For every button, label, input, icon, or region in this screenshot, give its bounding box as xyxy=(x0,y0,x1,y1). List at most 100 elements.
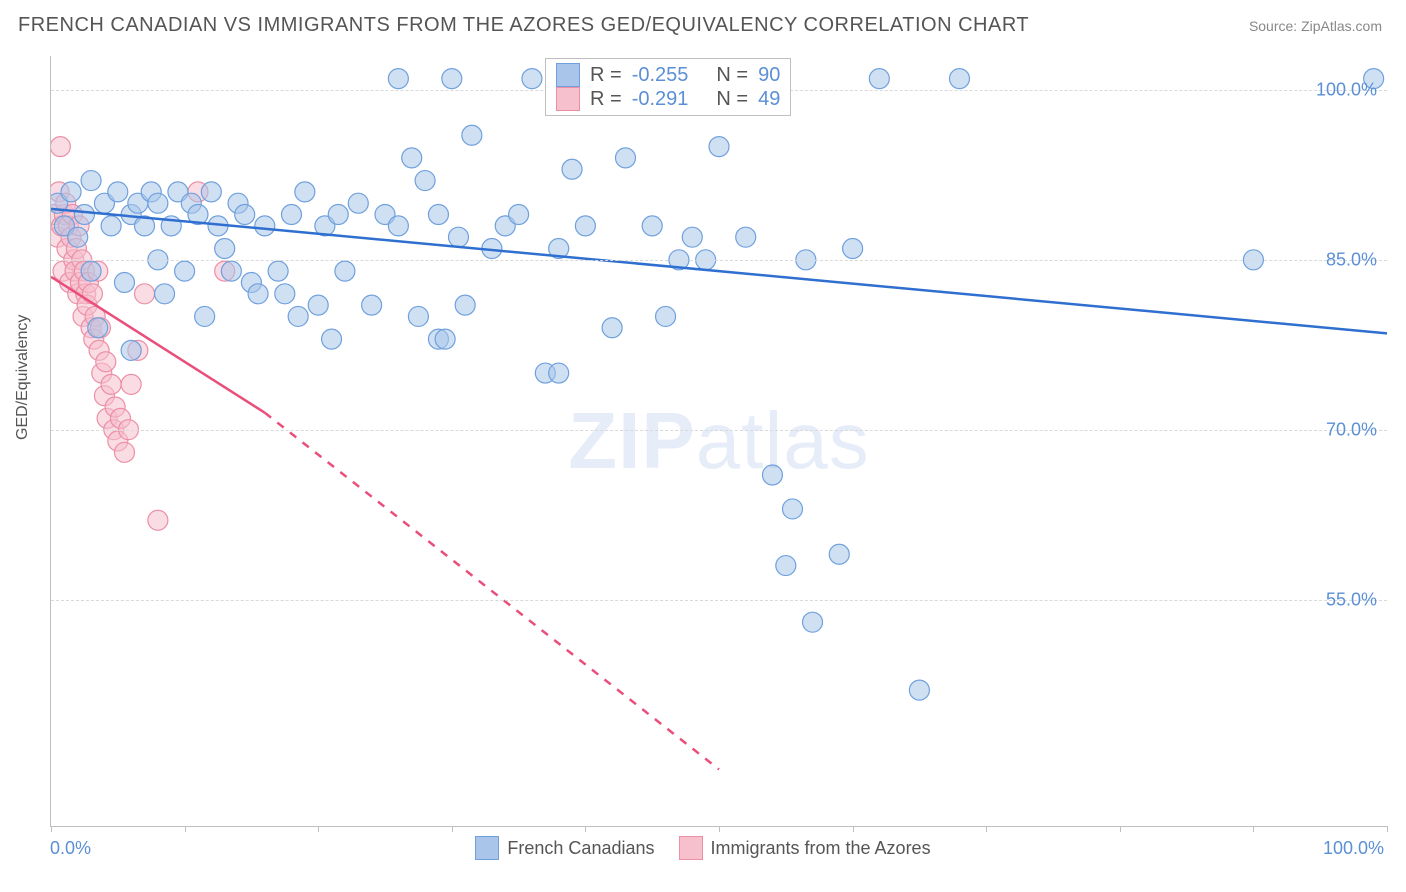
plot-area: ZIPatlas 55.0%70.0%85.0%100.0% xyxy=(50,56,1387,827)
legend: French Canadians Immigrants from the Azo… xyxy=(0,836,1406,860)
scatter-point xyxy=(96,352,116,372)
scatter-point xyxy=(776,556,796,576)
y-tick-label: 100.0% xyxy=(1316,79,1377,100)
scatter-point xyxy=(602,318,622,338)
x-tick xyxy=(1253,826,1254,832)
scatter-point xyxy=(509,205,529,225)
scatter-point xyxy=(101,216,121,236)
scatter-point xyxy=(74,205,94,225)
scatter-point xyxy=(909,680,929,700)
legend-swatch-blue-icon xyxy=(556,63,580,87)
scatter-point xyxy=(709,137,729,157)
scatter-point xyxy=(435,329,455,349)
scatter-point xyxy=(562,159,582,179)
scatter-point xyxy=(148,510,168,530)
y-tick-label: 70.0% xyxy=(1326,419,1377,440)
stats-row-pink: R = -0.291 N = 49 xyxy=(556,87,780,111)
scatter-point xyxy=(335,261,355,281)
grid-line xyxy=(51,260,1387,261)
legend-swatch-pink-icon xyxy=(556,87,580,111)
scatter-point xyxy=(175,261,195,281)
scatter-point xyxy=(221,261,241,281)
scatter-point xyxy=(275,284,295,304)
scatter-point xyxy=(108,182,128,202)
scatter-point xyxy=(642,216,662,236)
scatter-point xyxy=(949,69,969,89)
scatter-point xyxy=(762,465,782,485)
legend-item-blue: French Canadians xyxy=(475,836,654,860)
legend-label-blue: French Canadians xyxy=(507,838,654,859)
legend-label-pink: Immigrants from the Azores xyxy=(711,838,931,859)
scatter-point xyxy=(736,227,756,247)
scatter-point xyxy=(782,499,802,519)
scatter-point xyxy=(549,363,569,383)
scatter-point xyxy=(843,239,863,259)
x-tick xyxy=(51,826,52,832)
scatter-point xyxy=(362,295,382,315)
scatter-point xyxy=(88,318,108,338)
scatter-point xyxy=(322,329,342,349)
scatter-point xyxy=(682,227,702,247)
scatter-point xyxy=(81,261,101,281)
x-tick xyxy=(585,826,586,832)
scatter-point xyxy=(428,205,448,225)
scatter-point xyxy=(656,306,676,326)
trend-line xyxy=(265,413,719,770)
scatter-point xyxy=(68,227,88,247)
scatter-point xyxy=(615,148,635,168)
scatter-point xyxy=(121,374,141,394)
n-value-pink: 49 xyxy=(758,88,780,111)
stats-row-blue: R = -0.255 N = 90 xyxy=(556,63,780,87)
scatter-point xyxy=(308,295,328,315)
scatter-point xyxy=(121,340,141,360)
r-value-pink: -0.291 xyxy=(632,88,689,111)
scatter-point xyxy=(462,125,482,145)
chart-title: FRENCH CANADIAN VS IMMIGRANTS FROM THE A… xyxy=(18,14,1029,37)
scatter-point xyxy=(288,306,308,326)
scatter-point xyxy=(101,374,121,394)
scatter-point xyxy=(328,205,348,225)
scatter-point xyxy=(51,137,70,157)
y-tick-label: 55.0% xyxy=(1326,589,1377,610)
scatter-point xyxy=(442,69,462,89)
legend-item-pink: Immigrants from the Azores xyxy=(679,836,931,860)
scatter-point xyxy=(114,272,134,292)
scatter-point xyxy=(455,295,475,315)
scatter-point xyxy=(388,69,408,89)
y-tick-label: 85.0% xyxy=(1326,249,1377,270)
scatter-point xyxy=(201,182,221,202)
r-label: R = xyxy=(590,64,622,87)
stats-box: R = -0.255 N = 90 R = -0.291 N = 49 xyxy=(545,58,791,116)
scatter-point xyxy=(388,216,408,236)
scatter-point xyxy=(148,193,168,213)
scatter-point xyxy=(281,205,301,225)
n-value-blue: 90 xyxy=(758,64,780,87)
scatter-point xyxy=(402,148,422,168)
scatter-point xyxy=(114,442,134,462)
scatter-point xyxy=(81,171,101,191)
grid-line xyxy=(51,430,1387,431)
grid-line xyxy=(51,600,1387,601)
x-tick xyxy=(719,826,720,832)
scatter-point xyxy=(415,171,435,191)
scatter-point xyxy=(61,182,81,202)
scatter-point xyxy=(82,284,102,304)
scatter-point xyxy=(255,216,275,236)
scatter-point xyxy=(268,261,288,281)
x-tick xyxy=(1387,826,1388,832)
scatter-point xyxy=(869,69,889,89)
scatter-point xyxy=(829,544,849,564)
x-tick xyxy=(986,826,987,832)
scatter-point xyxy=(235,205,255,225)
x-tick xyxy=(853,826,854,832)
y-axis-title: GED/Equivalency xyxy=(14,315,32,440)
r-label: R = xyxy=(590,88,622,111)
x-tick xyxy=(185,826,186,832)
scatter-point xyxy=(195,306,215,326)
scatter-point xyxy=(522,69,542,89)
scatter-point xyxy=(803,612,823,632)
scatter-point xyxy=(408,306,428,326)
trend-line xyxy=(51,209,1387,334)
chart-svg xyxy=(51,56,1387,826)
scatter-point xyxy=(215,239,235,259)
